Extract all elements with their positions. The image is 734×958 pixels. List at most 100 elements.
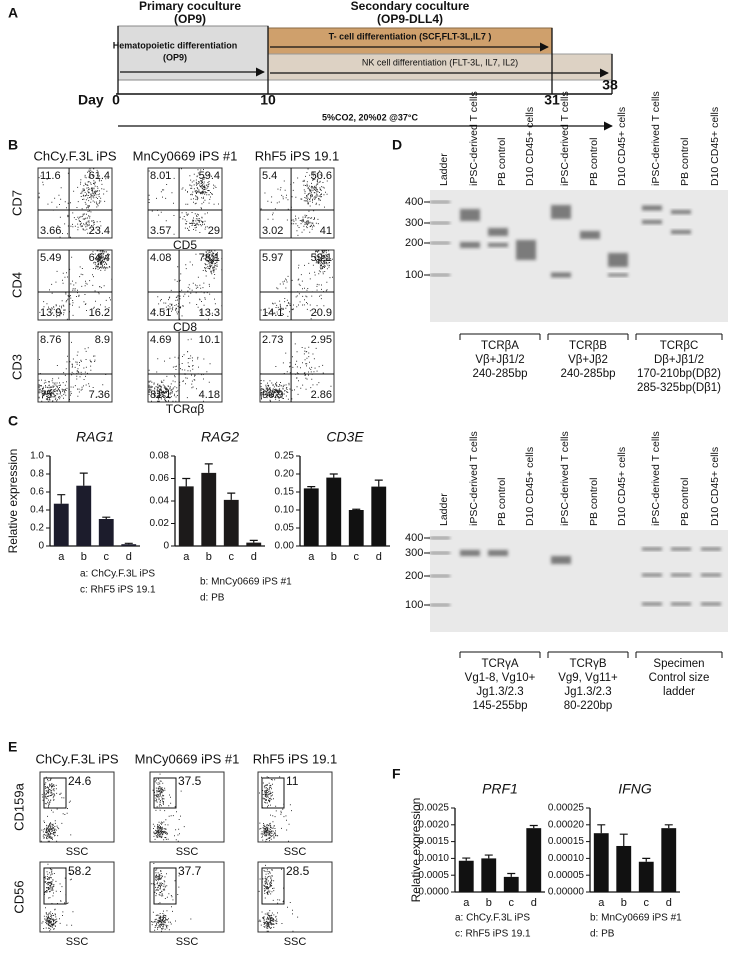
key-entry: d: PB <box>200 593 225 604</box>
key-entry: d: PB <box>590 929 615 940</box>
group-label: Dβ+Jβ1/2 <box>654 354 704 366</box>
lane-label: iPSC-derived T cells <box>650 431 662 526</box>
error-bar <box>642 857 651 862</box>
quadrant-value: 2.95 <box>311 334 332 346</box>
group-label: 240-285bp <box>473 368 528 380</box>
lane-label: D10 CD45+ cells <box>616 447 628 526</box>
quadrant-value: 8.9 <box>95 334 110 346</box>
panel-label: C <box>8 413 18 429</box>
event-cloud <box>154 250 223 320</box>
stage-title: Primary coculture <box>139 0 241 13</box>
quadrant-value: 29 <box>208 225 220 237</box>
y-tick-label: 0.0020 <box>418 819 449 830</box>
y-tick-label: 0.0025 <box>418 803 449 814</box>
gate-value: 11 <box>286 774 299 788</box>
gate <box>43 777 67 809</box>
quadrant-value: 5.97 <box>262 252 283 264</box>
ladder-label: 400 <box>405 532 423 544</box>
bar <box>246 542 262 546</box>
panel-label: A <box>8 5 18 21</box>
key-entry: c: RhF5 iPS 19.1 <box>455 929 531 940</box>
day: 38 <box>602 77 618 93</box>
quadrant-value: 3.66 <box>40 225 61 237</box>
y-tick-label: 0.00020 <box>548 819 585 830</box>
box-title: Hematopoietic differentiation <box>113 40 238 50</box>
y-axis-label: CD4 <box>9 272 24 298</box>
lane-label: iPSC-derived T cells <box>468 91 480 186</box>
y-tick-label: 0.05 <box>275 523 295 534</box>
gel-band <box>551 205 571 219</box>
y-tick-label: 0.6 <box>30 487 44 498</box>
gel-band <box>701 573 721 577</box>
error-bar <box>352 508 361 510</box>
y-tick-label: 0.00010 <box>548 853 585 864</box>
column-title: RhF5 iPS 19.1 <box>253 751 338 766</box>
quadrant-value: 5.4 <box>262 170 277 182</box>
quadrant-value: 8.01 <box>150 170 171 182</box>
column-title: ChCy.F.3L iPS <box>35 751 118 766</box>
quadrant-value: 50.6 <box>311 170 332 182</box>
lane-label: Ladder <box>438 153 450 186</box>
y-tick-label: 0.06 <box>150 473 170 484</box>
x-axis-label: SSC <box>66 936 89 948</box>
bar <box>481 858 497 892</box>
event-cloud <box>260 250 333 320</box>
gate <box>153 777 177 809</box>
panel-label: F <box>392 766 401 782</box>
event-cloud <box>148 338 211 402</box>
key-entry: c: RhF5 iPS 19.1 <box>80 585 156 596</box>
lane-label: iPSC-derived T cells <box>650 91 662 186</box>
quadrant-value: 10.1 <box>199 334 220 346</box>
lane-label: D10 CD45+ cells <box>524 447 536 526</box>
quadrant-value: 3.02 <box>262 225 283 237</box>
event-cloud <box>39 250 113 320</box>
gel-band <box>642 205 662 211</box>
gel-band <box>642 573 662 577</box>
gel-band <box>430 575 450 577</box>
gel-band <box>671 602 691 606</box>
group-label: Control size <box>649 672 710 684</box>
x-axis-label: CD8 <box>173 320 197 334</box>
chart-title: RAG2 <box>201 429 239 445</box>
gate-value: 37.7 <box>178 864 202 878</box>
y-axis-label: Relative expression <box>409 798 423 903</box>
column-title: MnCy0669 iPS #1 <box>133 148 238 163</box>
y-tick-label: 0.00025 <box>548 803 585 814</box>
ladder-label: 100 <box>405 269 423 281</box>
gel-band <box>430 274 450 276</box>
gel-band <box>671 573 691 577</box>
x-tick-label: c <box>509 897 515 909</box>
day-label: Day <box>78 92 104 108</box>
panel-label: D <box>392 137 402 153</box>
x-tick-label: c <box>104 551 110 563</box>
quadrant-value: 4.51 <box>150 307 171 319</box>
error-bar <box>102 516 111 519</box>
y-tick-label: 0 <box>163 541 169 552</box>
x-tick-label: c <box>229 551 235 563</box>
quadrant-value: 4.69 <box>150 334 171 346</box>
y-tick-label: 0.04 <box>150 496 170 507</box>
error-bar <box>249 539 258 543</box>
gel-band <box>642 220 662 224</box>
bar <box>201 472 217 546</box>
ladder-label: 400 <box>405 196 423 208</box>
stage-subtitle: (OP9-DLL4) <box>377 12 443 26</box>
error-bar <box>57 494 66 504</box>
key-entry: a: ChCy.F.3L iPS <box>455 913 530 924</box>
x-tick-label: a <box>598 897 605 909</box>
gate-value: 58.2 <box>68 864 92 878</box>
gel-band <box>642 602 662 606</box>
y-tick-label: 0 <box>38 541 44 552</box>
y-axis-label: CD159a <box>11 782 26 830</box>
quadrant-value: 59.4 <box>199 170 220 182</box>
bar <box>223 499 239 546</box>
bar <box>638 861 654 892</box>
y-tick-label: 0.02 <box>150 518 170 529</box>
bar <box>526 828 542 892</box>
gate <box>153 867 177 905</box>
gel-band <box>430 552 450 554</box>
gel-band <box>430 201 450 203</box>
gel-band <box>460 209 480 221</box>
x-axis-label: SSC <box>284 846 307 858</box>
